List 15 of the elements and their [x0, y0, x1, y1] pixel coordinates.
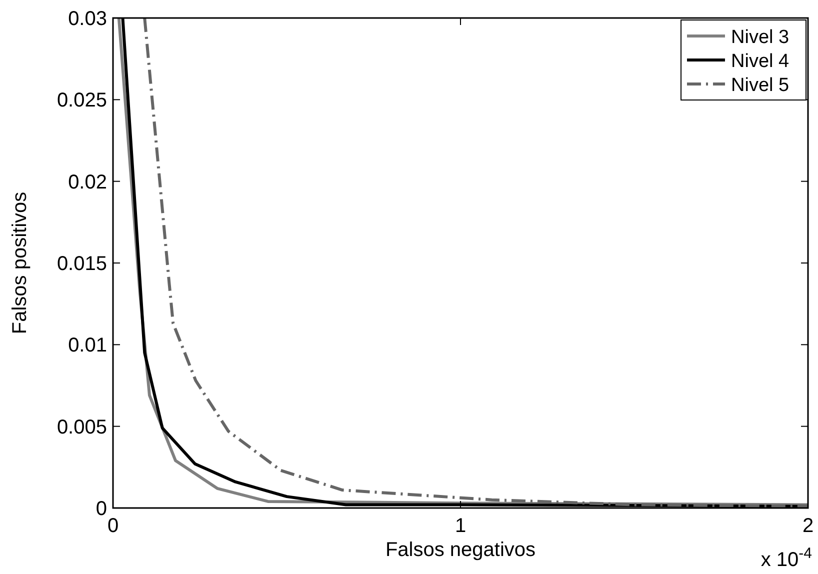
- x-axis-title: Falsos negativos: [385, 539, 536, 561]
- y-tick-label: 0.02: [68, 171, 107, 194]
- y-axis-title: Falsos positivos: [9, 192, 31, 334]
- y-tick-label: 0.015: [56, 253, 107, 275]
- legend-label: Nivel 3: [731, 27, 790, 48]
- legend-label: Nivel 5: [731, 75, 790, 96]
- y-tick-label: 0.005: [56, 416, 107, 438]
- x-tick-label: 1: [454, 515, 466, 537]
- y-tick-label: 0.03: [68, 8, 107, 30]
- legend-label: Nivel 4: [731, 51, 790, 72]
- y-tick-label: 0: [96, 498, 107, 520]
- text: x 10$^{-4}$: [760, 544, 812, 571]
- y-tick-label: 0.01: [68, 334, 107, 357]
- y-tick-label: 0.025: [56, 90, 107, 112]
- x-tick-label: 2: [802, 515, 814, 537]
